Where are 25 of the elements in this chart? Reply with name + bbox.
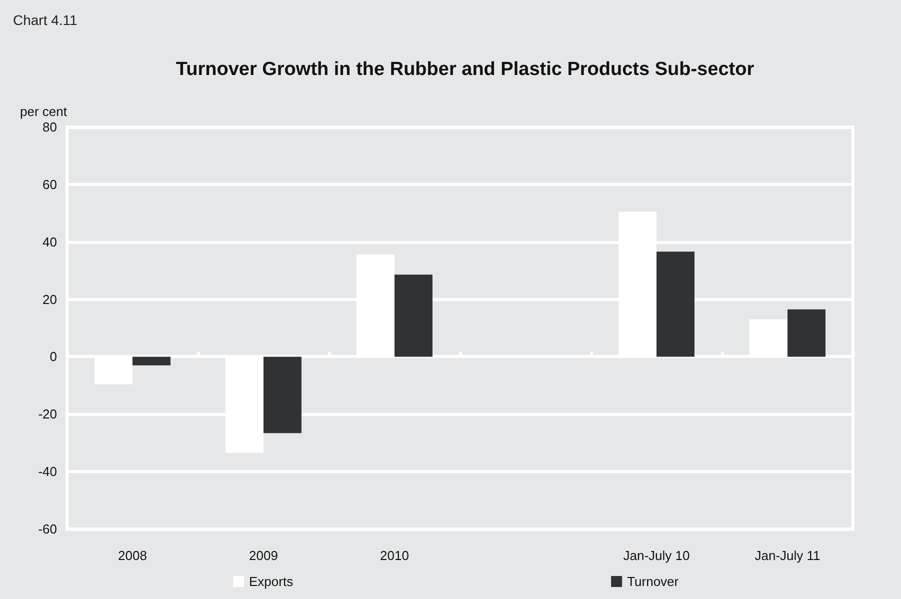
caption: Chart 4.11 <box>13 12 78 28</box>
chart-title: Turnover Growth in the Rubber and Plastic Products Sub-sector <box>176 59 755 80</box>
y-tick-label: -20 <box>38 406 57 422</box>
x-tick-label: 2008 <box>118 548 147 563</box>
x-tick-label: Jan-July 10 <box>623 548 690 563</box>
bar <box>264 356 302 434</box>
legend-label: Exports <box>249 574 294 589</box>
bar <box>132 356 170 366</box>
y-axis-title: per cent <box>20 104 68 119</box>
x-tick-label: Jan-July 11 <box>754 548 820 563</box>
x-tick-label: 2009 <box>249 548 278 563</box>
bar <box>750 319 788 357</box>
y-tick-label: -60 <box>38 522 57 536</box>
bar <box>788 309 826 357</box>
y-tick-label: 20 <box>42 292 57 307</box>
y-tick-label: -40 <box>38 464 57 480</box>
legend-label: Turnover <box>627 574 680 589</box>
x-tick-label: 2010 <box>380 548 409 563</box>
y-tick-label: 0 <box>50 349 57 364</box>
y-tick-label: 40 <box>42 234 57 250</box>
y-tick-label: 60 <box>42 176 57 192</box>
y-tick-label: 80 <box>42 120 57 134</box>
bar <box>94 356 132 384</box>
bar <box>394 274 432 357</box>
bar <box>656 252 694 357</box>
